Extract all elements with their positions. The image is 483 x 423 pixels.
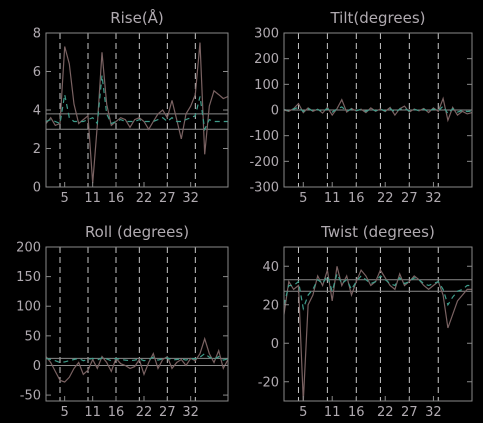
y-tick-label: 100 xyxy=(254,78,279,93)
y-tick-label: 100 xyxy=(16,300,41,315)
x-tick-label: 27 xyxy=(401,405,418,420)
x-tick-label: 5 xyxy=(61,405,69,420)
y-tick-label: -300 xyxy=(249,181,279,196)
y-tick-label: -100 xyxy=(249,129,279,144)
panel-title: Twist (degrees) xyxy=(320,223,435,241)
x-tick-label: 32 xyxy=(182,191,199,206)
x-tick-label: 27 xyxy=(159,191,176,206)
y-tick-label: 40 xyxy=(262,260,279,275)
x-tick-label: 16 xyxy=(108,191,125,206)
panel-rise: Rise(Å) 0 2 4 6 8 5 11 16 22 27 32 xyxy=(33,8,229,206)
panel-title: Rise(Å) xyxy=(110,8,164,27)
y-tick-label: 2 xyxy=(33,142,41,157)
x-tick-label: 32 xyxy=(425,405,442,420)
y-tick-label: 0 xyxy=(33,181,41,196)
y-tick-label: 6 xyxy=(33,65,41,80)
axes-frame xyxy=(45,246,229,402)
x-tick-label: 16 xyxy=(348,191,365,206)
x-tick-label: 22 xyxy=(136,191,153,206)
x-tick-label: 5 xyxy=(299,405,307,420)
x-tick-label: 27 xyxy=(159,405,176,420)
y-tick-label: -200 xyxy=(249,155,279,170)
y-tick-label: 8 xyxy=(33,27,41,42)
x-tick-label: 16 xyxy=(348,405,365,420)
x-tick-label: 5 xyxy=(61,191,69,206)
x-tick-label: 11 xyxy=(84,405,101,420)
panel-title: Tilt(degrees) xyxy=(329,9,425,27)
x-tick-label: 11 xyxy=(84,191,101,206)
series-reference-line xyxy=(283,105,473,115)
y-tick-label: -50 xyxy=(20,389,41,404)
x-tick-label: 22 xyxy=(377,191,394,206)
x-tick-label: 16 xyxy=(108,405,125,420)
series-main-line xyxy=(45,336,229,383)
series-reference-line xyxy=(45,352,229,364)
axes-frame xyxy=(283,246,473,402)
panel-roll: Roll (degrees) -50 0 50 100 150 200 5 11 16 22 27 32 xyxy=(16,223,229,420)
panel-twist: Twist (degrees) -20 0 20 40 5 11 16 22 27 32 xyxy=(258,223,473,420)
y-tick-label: -20 xyxy=(258,375,279,390)
y-tick-label: 50 xyxy=(24,329,41,344)
y-tick-label: 150 xyxy=(16,270,41,285)
panel-title: Roll (degrees) xyxy=(85,223,189,241)
x-tick-label: 32 xyxy=(182,405,199,420)
x-tick-label: 27 xyxy=(401,191,418,206)
x-tick-label: 5 xyxy=(299,191,307,206)
y-tick-label: 4 xyxy=(33,104,41,119)
y-tick-label: 20 xyxy=(262,298,279,313)
x-tick-label: 22 xyxy=(136,405,153,420)
x-tick-label: 32 xyxy=(425,191,442,206)
series-reference-line xyxy=(283,272,472,311)
x-tick-label: 11 xyxy=(324,191,341,206)
series-main-line xyxy=(45,42,229,184)
y-tick-label: 0 xyxy=(271,337,279,352)
y-tick-label: 0 xyxy=(271,104,279,119)
y-tick-label: 0 xyxy=(33,359,41,374)
series-reference-line xyxy=(45,75,228,132)
y-tick-label: 200 xyxy=(254,52,279,67)
panel-tilt: Tilt(degrees) -300 -200 -100 0 100 200 300 5 11 16… xyxy=(249,9,473,206)
x-tick-label: 11 xyxy=(324,405,341,420)
series-main-line xyxy=(283,96,473,123)
x-tick-label: 22 xyxy=(377,405,394,420)
y-tick-label: 200 xyxy=(16,241,41,256)
y-tick-label: 300 xyxy=(254,27,279,42)
